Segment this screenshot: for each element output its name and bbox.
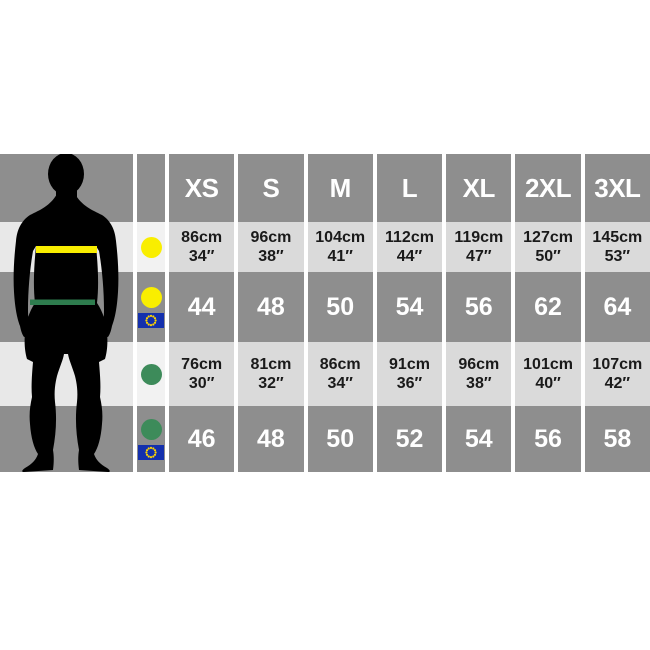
waist-inches: 34″ — [327, 375, 353, 392]
chest-inches: 47″ — [466, 248, 492, 265]
chest-marker-cell — [137, 222, 165, 272]
chest-eu-size-cell: 44 — [169, 272, 235, 342]
waist-marker-cell — [137, 342, 165, 406]
chest-eu-size-cell: 64 — [584, 272, 650, 342]
chest-measurement-cell: 104cm 41″ — [307, 222, 373, 272]
waist-eu-size-cell: 52 — [376, 406, 443, 472]
waist-eu-size-cell: 56 — [515, 406, 581, 472]
size-chart-table: XS S M L XL 2XL 3XL 86cm 34″ 96cm 38″ 10… — [0, 154, 650, 472]
waist-measurement-cell: 76cm 30″ — [169, 342, 235, 406]
marker-column-header — [137, 154, 165, 222]
chest-eu-size-cell: 56 — [446, 272, 512, 342]
chest-measurement-cell: 86cm 34″ — [169, 222, 235, 272]
chest-measurement-cell: 96cm 38″ — [238, 222, 304, 272]
waist-eu-size-cell: 48 — [238, 406, 304, 472]
waist-measurement-cell: 86cm 34″ — [307, 342, 373, 406]
waist-dot-icon — [140, 363, 162, 385]
waist-cm: 86cm — [319, 356, 361, 373]
waist-cm: 107cm — [592, 356, 643, 373]
waist-measurement-cell: 96cm 38″ — [446, 342, 512, 406]
waist-cm: 76cm — [181, 356, 223, 373]
waist-cm: 81cm — [250, 356, 292, 373]
waist-inches: 38″ — [466, 375, 492, 392]
waist-inches: 42″ — [604, 375, 631, 392]
waist-measurement-cell: 91cm 36″ — [376, 342, 443, 406]
size-header-3xl: 3XL — [584, 154, 650, 222]
chest-inches: 53″ — [604, 248, 631, 265]
size-header-s: S — [238, 154, 304, 222]
chest-measurement-cell: 112cm 44″ — [376, 222, 443, 272]
chest-inches: 41″ — [327, 248, 353, 265]
chest-cm: 119cm — [454, 229, 504, 246]
waist-cm: 96cm — [458, 356, 500, 373]
chest-cm: 127cm — [523, 229, 573, 246]
chest-inches: 44″ — [396, 248, 423, 265]
waist-inches: 40″ — [535, 375, 561, 392]
chest-dot-icon — [140, 236, 162, 258]
chest-inches: 50″ — [535, 248, 561, 265]
chest-eu-size-cell: 62 — [515, 272, 581, 342]
chest-line — [36, 246, 97, 253]
chest-cm: 96cm — [250, 229, 292, 246]
size-header-xl: XL — [446, 154, 512, 222]
waist-eu-marker-cell — [137, 406, 165, 472]
waist-cm: 91cm — [389, 356, 430, 373]
chest-eu-size-cell: 48 — [238, 272, 304, 342]
size-header-2xl: 2XL — [515, 154, 581, 222]
chest-cm: 86cm — [181, 229, 223, 246]
size-header-l: L — [376, 154, 443, 222]
chest-cm: 104cm — [315, 229, 366, 246]
chest-measurement-cell: 127cm 50″ — [515, 222, 581, 272]
chest-eu-size-cell: 54 — [376, 272, 443, 342]
waist-eu-size-cell: 50 — [307, 406, 373, 472]
chest-measurement-cell: 145cm 53″ — [584, 222, 650, 272]
male-figure-panel — [0, 154, 133, 472]
waist-cm: 101cm — [523, 356, 573, 373]
male-figure-silhouette — [0, 154, 133, 472]
size-header-xs: XS — [169, 154, 235, 222]
eu-flag-icon — [138, 313, 164, 328]
waist-dot-icon — [140, 418, 162, 440]
chest-inches: 38″ — [258, 248, 284, 265]
waist-inches: 30″ — [188, 375, 215, 392]
waist-inches: 32″ — [258, 375, 284, 392]
waist-eu-size-cell: 58 — [584, 406, 650, 472]
waist-line — [30, 299, 95, 305]
size-header-m: M — [307, 154, 373, 222]
chest-inches: 34″ — [188, 248, 215, 265]
chest-cm: 112cm — [385, 229, 434, 246]
chest-dot-icon — [140, 286, 162, 308]
waist-measurement-cell: 81cm 32″ — [238, 342, 304, 406]
waist-eu-size-cell: 54 — [446, 406, 512, 472]
waist-measurement-cell: 107cm 42″ — [584, 342, 650, 406]
waist-inches: 36″ — [396, 375, 423, 392]
chest-measurement-cell: 119cm 47″ — [446, 222, 512, 272]
waist-measurement-cell: 101cm 40″ — [515, 342, 581, 406]
chest-eu-size-cell: 50 — [307, 272, 373, 342]
chest-eu-marker-cell — [137, 272, 165, 342]
waist-eu-size-cell: 46 — [169, 406, 235, 472]
eu-flag-icon — [138, 445, 164, 460]
chest-cm: 145cm — [592, 229, 643, 246]
